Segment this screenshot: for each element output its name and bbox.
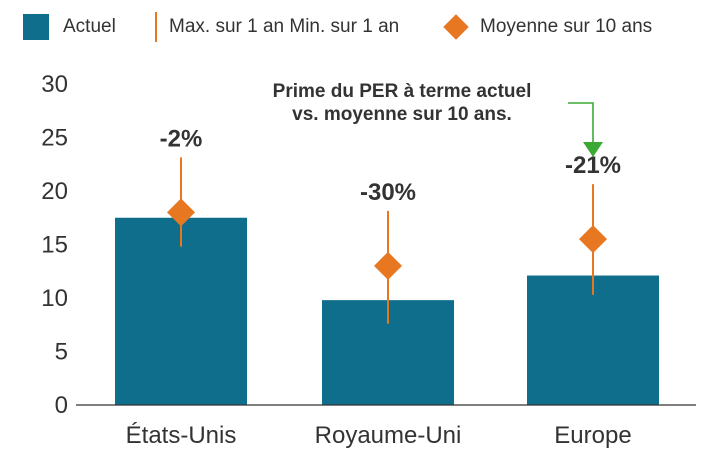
arrow-shaft [568,102,594,145]
legend-item-actuel: Actuel [23,14,116,40]
average-marker [579,225,607,254]
average-marker [167,198,195,227]
annotation: Prime du PER à terme actuel vs. moyenne … [232,80,572,126]
legend-item-range: Max. sur 1 an Min. sur 1 an [155,12,400,42]
x-tick-label: États-Unis [126,422,237,449]
annotation-line-2: vs. moyenne sur 10 ans. [292,104,512,125]
diamond-swatch-icon [443,14,469,40]
legend-item-moyenne: Moyenne sur 10 ans [443,14,653,40]
legend-label-actuel: Actuel [63,16,116,37]
y-tick-label: 30 [41,71,68,98]
range-line-swatch-icon [155,12,157,42]
bars [115,217,659,405]
bar [527,275,659,405]
y-tick-label: 0 [55,392,68,419]
legend-label-moyenne: Moyenne sur 10 ans [480,16,653,37]
average-markers [167,198,607,280]
y-tick-label: 15 [41,232,68,259]
average-marker [374,251,402,280]
bar-swatch-icon [23,14,49,40]
y-tick-label: 5 [55,339,68,366]
premium-label: -30% [360,179,416,206]
premium-label: -2% [160,125,203,152]
bar [115,217,247,405]
x-tick-label: Royaume-Uni [315,422,462,449]
y-axis-ticks: 0 5 10 15 20 25 30 [41,71,68,419]
annotation-line-1: Prime du PER à terme actuel [272,81,532,102]
green-arrow-icon [568,102,603,157]
arrow-head [583,142,603,157]
legend-label-range: Max. sur 1 an Min. sur 1 an [169,16,400,37]
x-axis-labels: États-Unis Royaume-Uni Europe [126,422,632,449]
y-tick-label: 10 [41,285,68,312]
y-tick-label: 25 [41,125,68,152]
y-tick-label: 20 [41,178,68,205]
x-tick-label: Europe [554,422,631,449]
premium-labels: -2%-30%-21% [160,125,621,206]
